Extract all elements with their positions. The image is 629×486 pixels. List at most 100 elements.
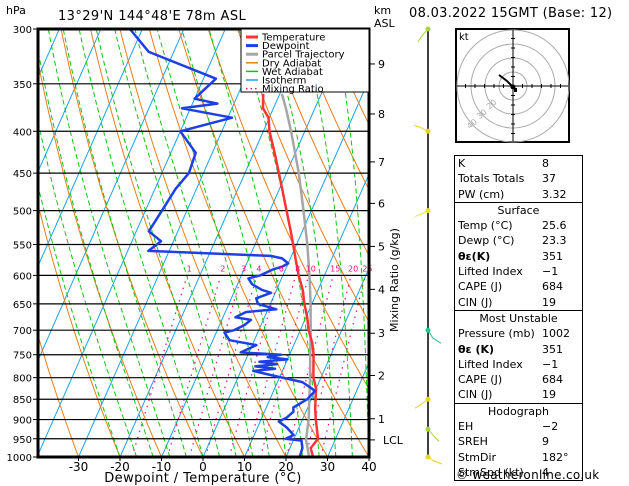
legend-label: Dry Adiabat bbox=[262, 58, 321, 69]
index-value: −1 bbox=[542, 265, 559, 279]
pressure-tick-label: 600 bbox=[13, 271, 32, 282]
temperature-tick-label: -30 bbox=[69, 460, 89, 474]
surface-row: CAPE (J) 684 bbox=[455, 279, 582, 294]
location-title: 13°29'N 144°48'E 78m ASL bbox=[58, 9, 246, 24]
isotherm-line bbox=[327, 361, 369, 457]
index-value: 19 bbox=[542, 295, 556, 309]
index-value: 351 bbox=[542, 342, 563, 356]
hodograph-storm-motion bbox=[514, 88, 517, 92]
temperature-tick-label: -20 bbox=[110, 460, 130, 474]
pressure-tick-label: 300 bbox=[13, 25, 32, 36]
wind-barb-icon bbox=[427, 428, 440, 442]
datetime-title: 08.03.2022 15GMT (Base: 12) bbox=[409, 6, 613, 21]
mu-row: Lifted Index −1 bbox=[455, 357, 582, 372]
pressure-tick-label: 450 bbox=[13, 169, 32, 180]
index-value: 19 bbox=[542, 388, 556, 402]
altitude-tick-label: 8 bbox=[378, 108, 385, 121]
copyright-footer[interactable]: © weatheronline.co.uk bbox=[456, 468, 600, 482]
asl-label: ASL bbox=[374, 17, 396, 30]
km-label: km bbox=[374, 4, 391, 17]
surface-row: θε(K) 351 bbox=[455, 249, 582, 264]
index-row-pw: PW (cm) 3.32 bbox=[455, 187, 582, 202]
index-value: 684 bbox=[542, 373, 563, 387]
hodograph-section: Hodograph EH −2 SREH 9 StmDir 182° StmSpd (… bbox=[454, 402, 583, 482]
pressure-tick-label: 550 bbox=[13, 240, 32, 251]
temperature-tick-label: 30 bbox=[320, 460, 335, 474]
index-value: 351 bbox=[542, 249, 563, 263]
hodo-row: EH −2 bbox=[455, 419, 582, 434]
temperature-line bbox=[261, 93, 320, 457]
dry-adiabat-line bbox=[295, 29, 369, 191]
pressure-tick-label: 350 bbox=[13, 80, 32, 91]
profiles bbox=[128, 29, 320, 457]
wind-barb-icon bbox=[413, 124, 429, 132]
wind-barb-icon bbox=[417, 28, 429, 43]
most-unstable-section: Most Unstable Pressure (mb) 1002 θε (K) 35… bbox=[454, 309, 583, 403]
index-label: Temp (°C) bbox=[458, 219, 513, 233]
surface-row: Lifted Index −1 bbox=[455, 264, 582, 279]
index-label: θε (K) bbox=[458, 342, 495, 356]
index-label: CIN (J) bbox=[458, 388, 493, 402]
legend-label: Isotherm bbox=[262, 76, 306, 87]
index-row-totals: Totals Totals 37 bbox=[455, 171, 582, 186]
index-label: CAPE (J) bbox=[458, 373, 503, 387]
index-value: 9 bbox=[542, 435, 549, 449]
legend-label: Parcel Trajectory bbox=[262, 50, 345, 61]
index-label: Totals Totals bbox=[458, 172, 525, 186]
mixing-ratio-label: 20 bbox=[348, 264, 358, 273]
dry-adiabat-line bbox=[38, 59, 162, 457]
pressure-tick-label: 800 bbox=[13, 374, 32, 385]
mixing-ratio-label: 25 bbox=[362, 264, 372, 273]
index-value: −1 bbox=[542, 357, 559, 371]
pressure-tick-label: 900 bbox=[13, 416, 32, 427]
wind-barb-icon bbox=[414, 398, 429, 409]
temperature-tick-label: -10 bbox=[152, 460, 172, 474]
mixing-ratio-label: 10 bbox=[306, 264, 316, 273]
surface-row: Temp (°C) 25.6 bbox=[455, 218, 582, 233]
mixing-ratio-label: 3 bbox=[241, 264, 246, 273]
mixing-ratio-label: 2 bbox=[220, 264, 225, 273]
index-value: 182° bbox=[542, 450, 569, 464]
index-value: 37 bbox=[542, 172, 556, 186]
legend-label: Mixing Ratio bbox=[262, 84, 324, 95]
mixing-ratio-line bbox=[131, 275, 188, 457]
altitude-tick-label: 6 bbox=[378, 197, 385, 210]
index-value: 3.32 bbox=[542, 187, 567, 201]
index-value: 23.3 bbox=[542, 234, 567, 248]
hodo-row: StmDir 182° bbox=[455, 450, 582, 465]
altitude-tick-label: 2 bbox=[378, 369, 385, 382]
index-label: K bbox=[458, 157, 466, 170]
wet-adiabat-line bbox=[334, 29, 369, 457]
altitude-tick-label: 3 bbox=[378, 327, 385, 340]
index-label: Pressure (mb) bbox=[458, 327, 535, 341]
mu-row: CAPE (J) 684 bbox=[455, 372, 582, 387]
mu-row: CIN (J) 19 bbox=[455, 387, 582, 402]
dry-adiabat-line bbox=[38, 333, 79, 457]
pressure-tick-label: 750 bbox=[13, 351, 32, 362]
index-value: 1002 bbox=[542, 327, 570, 341]
temperature-tick-label: 20 bbox=[278, 460, 293, 474]
wind-barb-icon bbox=[414, 210, 429, 218]
mixing-ratio-label: 1 bbox=[187, 264, 192, 273]
pressure-tick-label: 700 bbox=[13, 326, 32, 337]
x-axis-title: Dewpoint / Temperature (°C) bbox=[104, 471, 301, 486]
index-label: PW (cm) bbox=[458, 187, 505, 201]
temperature-tick-label: 10 bbox=[237, 460, 252, 474]
isotherm-line bbox=[38, 29, 143, 268]
pressure-tick-label: 950 bbox=[13, 435, 32, 446]
mixing-ratio-label: 4 bbox=[256, 264, 261, 273]
mixing-ratio-label: 6 bbox=[279, 264, 284, 273]
index-label: Lifted Index bbox=[458, 265, 523, 279]
index-value: 8 bbox=[542, 157, 549, 170]
wind-profile bbox=[413, 26, 443, 465]
index-label: StmSpd (kt) bbox=[458, 465, 524, 479]
altitude-tick-label: 5 bbox=[378, 240, 385, 253]
mixing-ratio-line bbox=[188, 275, 243, 457]
mixing-ratio-label: 15 bbox=[330, 264, 340, 273]
index-label: Lifted Index bbox=[458, 357, 523, 371]
pressure-tick-label: 400 bbox=[13, 127, 32, 138]
